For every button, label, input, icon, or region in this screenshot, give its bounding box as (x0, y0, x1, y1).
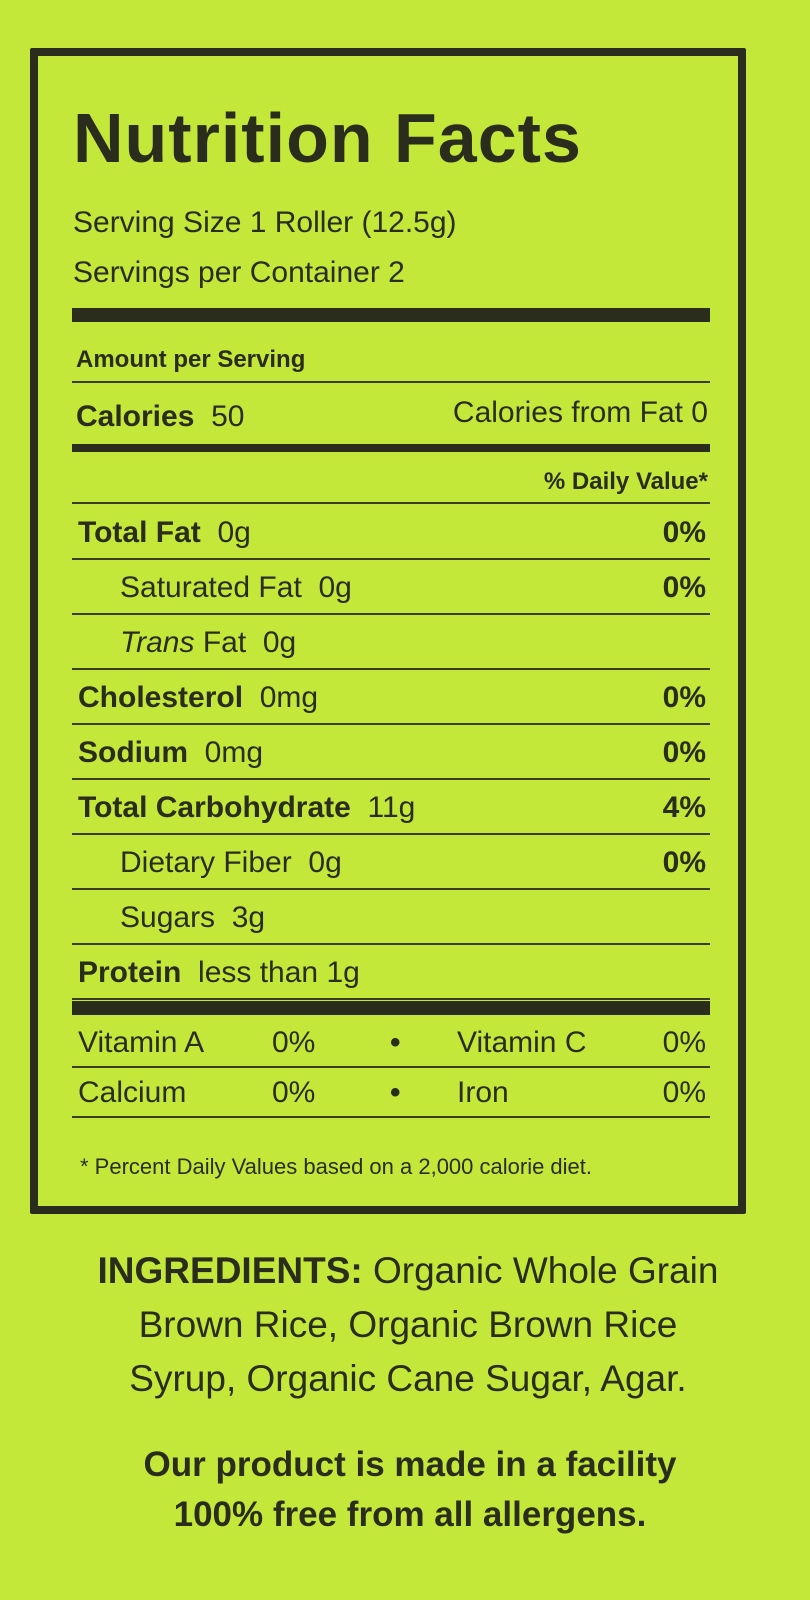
nutrient-amount: 0mg (204, 736, 264, 769)
vitamin-pct: 0% (272, 1026, 316, 1059)
nutrient-amount: 0g (217, 516, 251, 549)
nutrient-name: Saturated Fat 0g (120, 571, 352, 604)
medium-divider (72, 444, 710, 452)
nutrient-name: Trans Fat 0g (120, 626, 297, 659)
nutrient-row: Total Fat 0g 0% (72, 504, 710, 560)
divider (72, 381, 710, 383)
divider (72, 502, 710, 504)
nutrient-row: Cholesterol 0mg 0% (72, 669, 710, 725)
bullet-icon: • (390, 1026, 401, 1059)
nutrient-amount: 3g (231, 901, 266, 934)
vitamin-row: Calcium 0% • Iron 0% (72, 1068, 710, 1118)
nutrient-pct: 0% (662, 846, 706, 879)
nutrient-name: Protein less than 1g (78, 956, 360, 989)
nutrient-amount: 11g (367, 791, 416, 824)
ingredients: INGREDIENTS: Organic Whole Grain Brown R… (68, 1244, 748, 1406)
calories-row: Calories 50 (76, 400, 244, 434)
nutrient-name: Sugars 3g (120, 901, 266, 934)
calories-from-fat: Calories from Fat 0 (452, 396, 708, 429)
vitamin-pct: 0% (662, 1026, 706, 1059)
vitamin-name: Vitamin C (457, 1026, 587, 1059)
nutrient-pct: 0% (662, 516, 706, 549)
label-title: Nutrition Facts (73, 99, 582, 177)
thick-divider (72, 1001, 710, 1015)
nutrient-pct: 0% (662, 571, 706, 604)
allergen-line: 100% free from all allergens. (173, 1495, 647, 1534)
nutrient-amount: 0g (308, 846, 342, 879)
nutrient-row: Total Carbohydrate 11g 4% (72, 779, 710, 835)
vitamin-row: Vitamin A 0% • Vitamin C 0% (72, 1018, 710, 1068)
allergen-line: Our product is made in a facility (143, 1445, 677, 1484)
allergen-statement: Our product is made in a facility 100% f… (40, 1440, 780, 1540)
calories-label: Calories (76, 400, 195, 433)
nutrient-row: Sodium 0mg 0% (72, 724, 710, 780)
vitamin-name: Vitamin A (78, 1026, 205, 1059)
amount-per-serving: Amount per Serving (76, 346, 306, 373)
ingredients-line: Organic Whole Grain (373, 1250, 719, 1291)
calories-value: 50 (211, 400, 245, 433)
vitamin-pct: 0% (272, 1076, 316, 1109)
nutrient-row: Saturated Fat 0g 0% (72, 559, 710, 615)
thick-divider (72, 308, 710, 322)
ingredients-heading: INGREDIENTS: (97, 1250, 363, 1291)
ingredients-line: Syrup, Organic Cane Sugar, Agar. (129, 1358, 687, 1399)
serving-size: Serving Size 1 Roller (12.5g) (73, 206, 457, 239)
nutrient-amount: less than 1g (198, 956, 360, 989)
nutrient-row: Trans Fat 0g (72, 614, 710, 670)
bullet-icon: • (390, 1076, 401, 1109)
nutrient-name: Total Carbohydrate 11g (78, 791, 416, 824)
ingredients-line: Brown Rice, Organic Brown Rice (138, 1304, 678, 1345)
nutrient-name: Total Fat 0g (78, 516, 251, 549)
nutrient-pct: 0% (662, 736, 706, 769)
footnote: * Percent Daily Values based on a 2,000 … (80, 1154, 593, 1179)
nutrient-pct: 0% (662, 681, 706, 714)
servings-per-container: Servings per Container 2 (73, 256, 405, 289)
nutrient-row: Sugars 3g (72, 889, 710, 945)
nutrient-amount: 0g (318, 571, 352, 604)
nutrition-facts-panel: Nutrition Facts Serving Size 1 Roller (1… (30, 48, 746, 1214)
nutrient-amount: 0mg (259, 681, 319, 714)
daily-value-header: % Daily Value* (543, 468, 708, 495)
nutrient-row: Protein less than 1g (72, 944, 710, 1000)
nutrient-row: Dietary Fiber 0g 0% (72, 834, 710, 890)
nutrient-name: Cholesterol 0mg (78, 681, 319, 714)
vitamin-pct: 0% (662, 1076, 706, 1109)
nutrient-amount: 0g (262, 626, 297, 659)
nutrient-pct: 4% (662, 791, 706, 824)
nutrient-name: Dietary Fiber 0g (120, 846, 342, 879)
vitamin-name: Calcium (78, 1076, 187, 1109)
vitamin-name: Iron (457, 1076, 509, 1109)
nutrient-name: Sodium 0mg (78, 736, 264, 769)
